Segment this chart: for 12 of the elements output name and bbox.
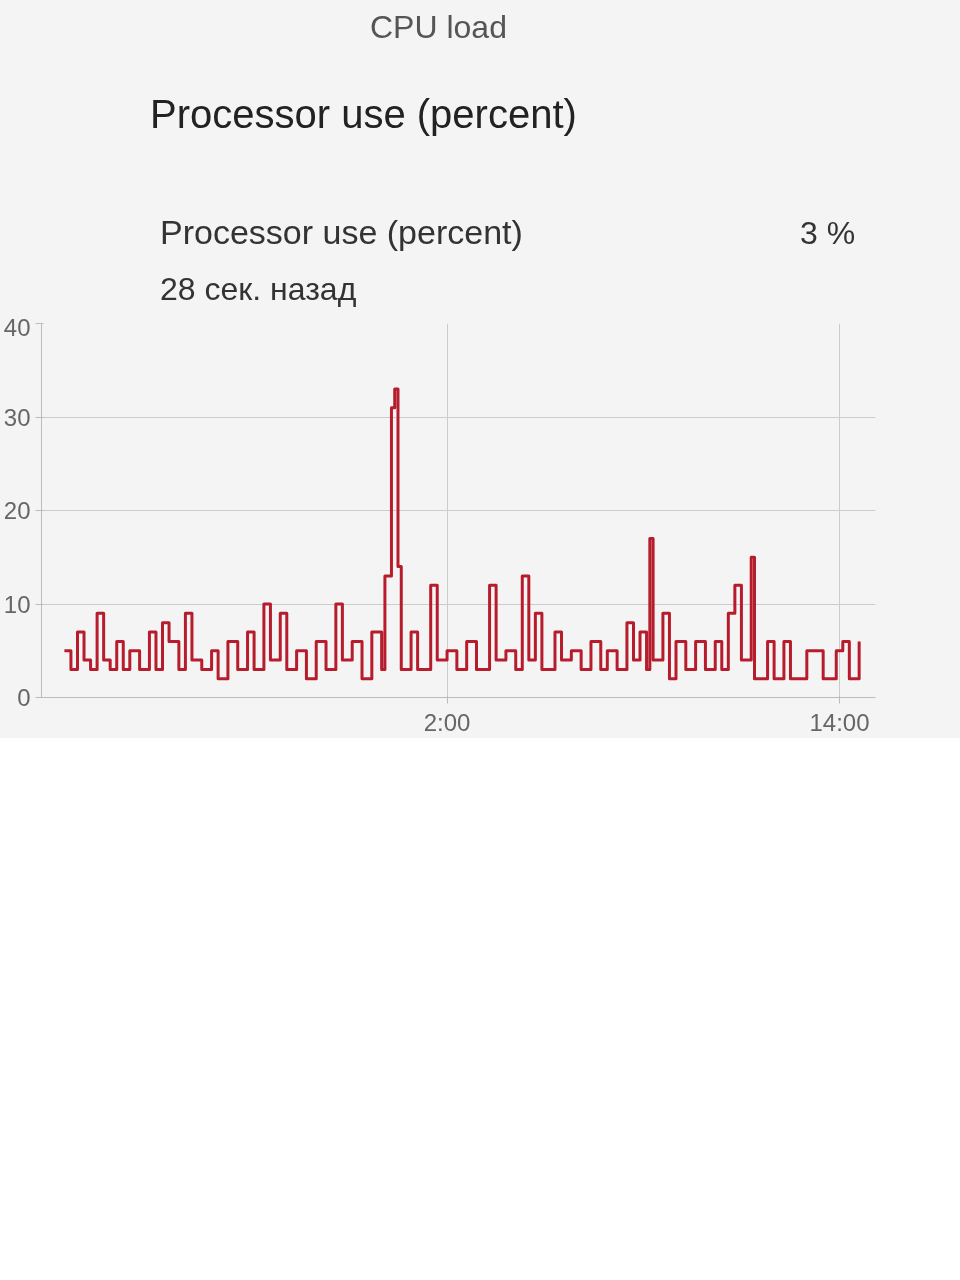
y-tick-label: 10 xyxy=(3,590,31,618)
y-tick-label: 0 xyxy=(17,683,31,711)
text: CPU load xyxy=(370,8,507,47)
y-tick-label: 30 xyxy=(3,403,31,431)
y-tick-label: 20 xyxy=(3,496,31,524)
chart-subtitle: 28 сек. назад xyxy=(160,270,357,310)
text: Processor use (percent) xyxy=(160,211,523,253)
x-tick-label: 2:00 xyxy=(423,708,471,736)
x-tick-label: 14:00 xyxy=(809,708,870,736)
chart-title: Processor use (percent) xyxy=(150,90,577,138)
text: 3 % xyxy=(800,214,856,254)
y-tick-label: 40 xyxy=(3,313,31,341)
